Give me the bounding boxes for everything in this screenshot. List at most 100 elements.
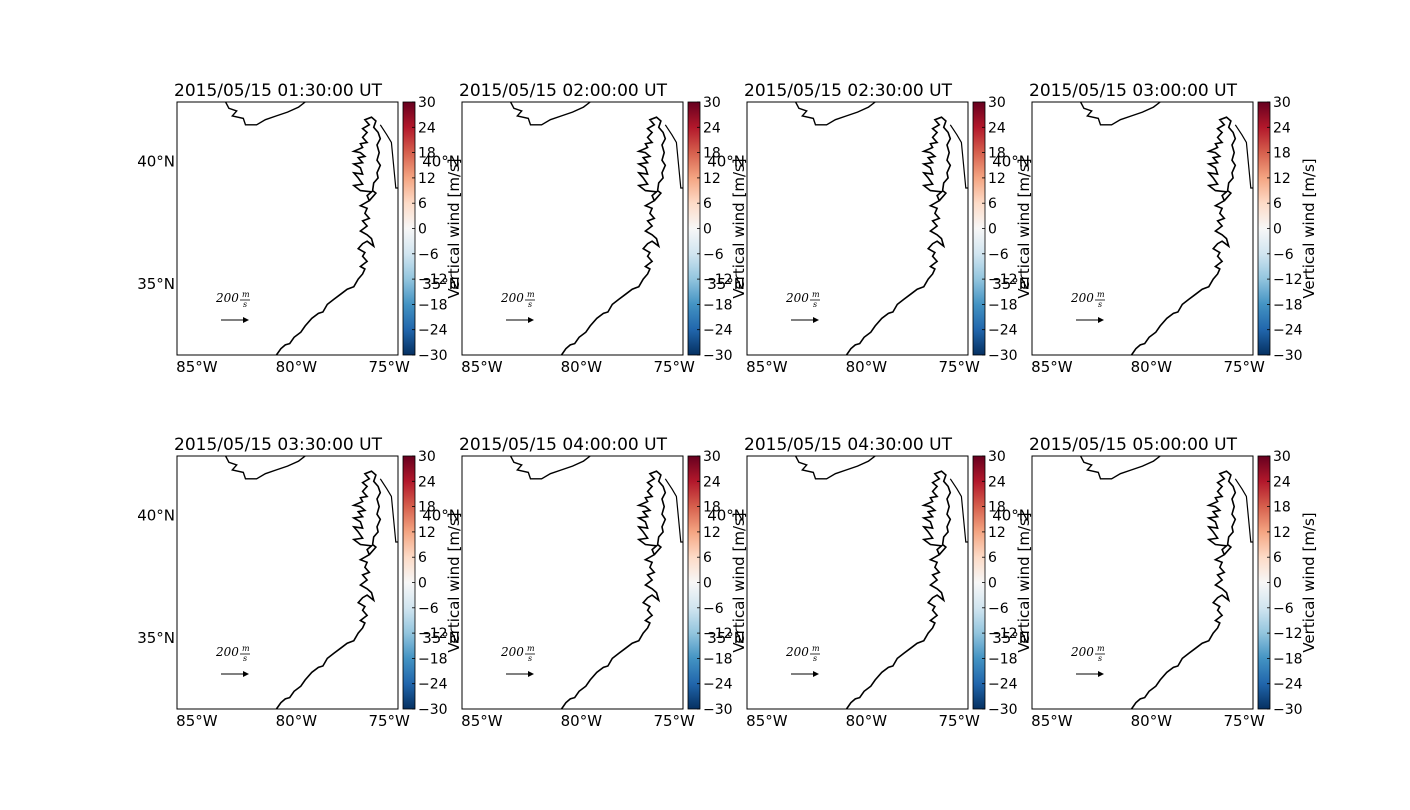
colorbar-tick-label: −18 xyxy=(988,651,1018,667)
colorbar-tick-label: 18 xyxy=(418,146,436,162)
quiver-key-unit-den: s xyxy=(1098,300,1102,309)
map-panel: 2015/05/15 02:00:00 UT 200 ms 85°W 80°W 75°W 4… xyxy=(422,81,748,376)
panel-title: 2015/05/15 05:00:00 UT xyxy=(1029,435,1238,455)
colorbar-tick-label: −12 xyxy=(988,626,1018,642)
quiver-key-unit-den: s xyxy=(1098,654,1102,663)
lon-tick-label: 75°W xyxy=(368,712,410,730)
lon-tick-label: 80°W xyxy=(846,712,888,730)
colorbar-tick-label: −12 xyxy=(418,626,448,642)
lon-tick-label: 75°W xyxy=(368,358,410,376)
colorbar-tick-label: 6 xyxy=(703,550,712,566)
lat-tick-label: 35°N xyxy=(422,629,460,647)
colorbar-tick-label: 24 xyxy=(418,474,436,490)
lat-tick-label: 35°N xyxy=(137,629,175,647)
quiver-key-arrowhead xyxy=(1098,671,1104,677)
colorbar-tick-label: −18 xyxy=(418,651,448,667)
colorbar-tick-label: −24 xyxy=(418,323,448,339)
colorbar-tick-label: −18 xyxy=(1273,297,1303,313)
colorbar-tick-label: −6 xyxy=(703,601,724,617)
colorbar-tick-label: 24 xyxy=(1273,474,1291,490)
colorbar-tick-label: 18 xyxy=(1273,146,1291,162)
colorbar-label: Vertical wind [m/s] xyxy=(730,512,748,652)
lon-tick-label: 85°W xyxy=(176,712,218,730)
colorbar-tick-label: 12 xyxy=(418,171,436,187)
colorbar-tick-label: 18 xyxy=(988,500,1006,516)
lat-tick-label: 40°N xyxy=(992,506,1030,524)
lat-tick-label: 35°N xyxy=(707,275,745,293)
colorbar-tick-label: −6 xyxy=(988,601,1009,617)
lon-tick-label: 85°W xyxy=(461,712,503,730)
panel-title: 2015/05/15 03:00:00 UT xyxy=(1029,81,1238,101)
coastline xyxy=(275,470,382,710)
colorbar-tick-label: −30 xyxy=(1273,348,1303,364)
quiver-key-value: 200 xyxy=(1070,645,1094,659)
coastline xyxy=(1130,116,1237,356)
colorbar-tick-label: −12 xyxy=(703,272,733,288)
quiver-key-arrowhead xyxy=(528,671,534,677)
lat-tick-label: 40°N xyxy=(707,506,745,524)
colorbar-tick-label: 0 xyxy=(703,576,712,592)
colorbar-tick-label: 18 xyxy=(988,146,1006,162)
colorbar-tick-label: 12 xyxy=(988,171,1006,187)
lat-tick-label: 40°N xyxy=(422,506,460,524)
panel-title: 2015/05/15 04:30:00 UT xyxy=(744,435,953,455)
coastline-great-lakes xyxy=(509,455,591,480)
colorbar-tick-label: −18 xyxy=(418,297,448,313)
quiver-key-unit-num: m xyxy=(812,290,820,299)
quiver-key-unit-den: s xyxy=(528,300,532,309)
lon-tick-label: 75°W xyxy=(653,358,695,376)
map-panel: 2015/05/15 04:00:00 UT 200 ms 85°W 80°W 75°W 4… xyxy=(422,435,748,730)
quiver-key-unit-den: s xyxy=(243,300,247,309)
colorbar-tick-label: 12 xyxy=(1273,171,1291,187)
colorbar-tick-label: −6 xyxy=(988,247,1009,263)
colorbar-tick-label: −30 xyxy=(988,702,1018,718)
quiver-key-unit-num: m xyxy=(1097,644,1105,653)
coastline xyxy=(949,478,968,543)
colorbar-tick-label: 24 xyxy=(703,474,721,490)
colorbar-tick-label: 12 xyxy=(703,171,721,187)
coastline-great-lakes xyxy=(1079,101,1161,126)
colorbar-tick-label: −30 xyxy=(418,702,448,718)
colorbar-tick-label: 24 xyxy=(418,120,436,136)
coastline xyxy=(379,124,398,189)
colorbar-tick-label: −24 xyxy=(988,677,1018,693)
coastline-great-lakes xyxy=(794,455,876,480)
lat-tick-label: 40°N xyxy=(422,152,460,170)
colorbar-tick-label: 18 xyxy=(418,500,436,516)
quiver-key-value: 200 xyxy=(1070,291,1094,305)
colorbar-tick-label: −6 xyxy=(1273,247,1294,263)
coastline xyxy=(664,124,683,189)
quiver-key-unit-num: m xyxy=(527,290,535,299)
coastline-great-lakes xyxy=(224,455,306,480)
colorbar-label: Vertical wind [m/s] xyxy=(445,512,463,652)
quiver-key-unit-num: m xyxy=(1097,290,1105,299)
colorbar-tick-label: 6 xyxy=(1273,550,1282,566)
colorbar-tick-label: 0 xyxy=(418,222,427,238)
colorbar-tick-label: −24 xyxy=(1273,677,1303,693)
colorbar-tick-label: −12 xyxy=(418,272,448,288)
colorbar-tick-label: 12 xyxy=(703,525,721,541)
colorbar-tick-label: 6 xyxy=(1273,196,1282,212)
lon-tick-label: 75°W xyxy=(653,712,695,730)
quiver-key-value: 200 xyxy=(215,291,239,305)
lon-tick-label: 85°W xyxy=(746,358,788,376)
coastline xyxy=(949,124,968,189)
colorbar-tick-label: 12 xyxy=(418,525,436,541)
colorbar-tick-label: 24 xyxy=(988,474,1006,490)
coastline xyxy=(560,470,667,710)
lon-tick-label: 75°W xyxy=(1223,712,1265,730)
colorbar-tick-label: 30 xyxy=(703,95,721,111)
colorbar-tick-label: −6 xyxy=(703,247,724,263)
lat-tick-label: 40°N xyxy=(707,152,745,170)
colorbar-tick-label: −24 xyxy=(703,323,733,339)
colorbar-tick-label: 24 xyxy=(703,120,721,136)
map-panel: 2015/05/15 04:30:00 UT 200 ms 85°W 80°W 75°W 4… xyxy=(707,435,1033,730)
colorbar-tick-label: −18 xyxy=(703,651,733,667)
colorbar-tick-label: 30 xyxy=(703,449,721,465)
colorbar-tick-label: 0 xyxy=(418,576,427,592)
colorbar-label: Vertical wind [m/s] xyxy=(1015,512,1033,652)
coastline xyxy=(1234,478,1253,543)
lon-tick-label: 85°W xyxy=(176,358,218,376)
colorbar-tick-label: 0 xyxy=(703,222,712,238)
lon-tick-label: 80°W xyxy=(1131,712,1173,730)
